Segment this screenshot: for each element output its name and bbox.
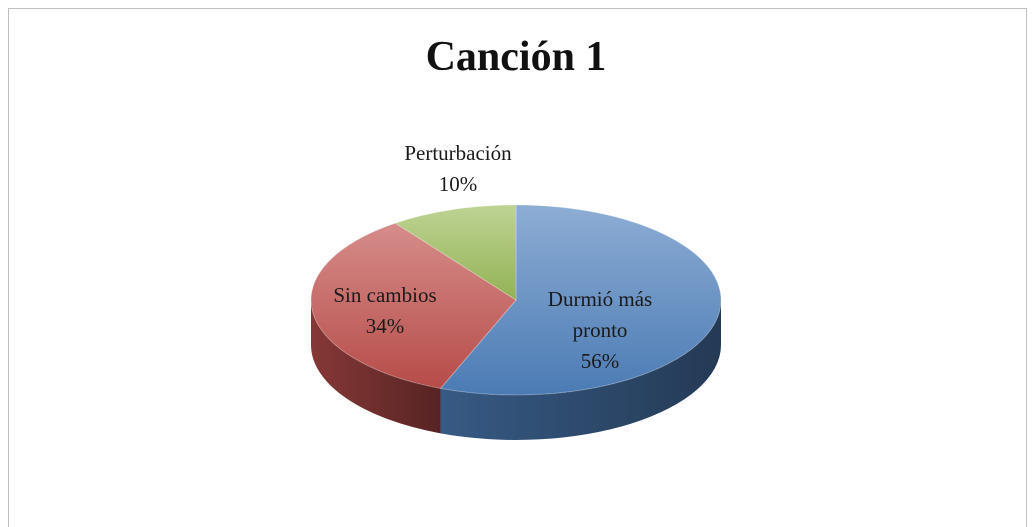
slice-name: Perturbación bbox=[404, 141, 512, 165]
slice bbox=[310, 222, 517, 389]
slice-value: 34% bbox=[365, 314, 405, 338]
chart-title: Canción 1 bbox=[426, 34, 607, 80]
slice-name: Sin cambios bbox=[333, 283, 437, 307]
slice-label: Durmió más pronto 56% bbox=[525, 284, 675, 377]
slice-side bbox=[311, 300, 441, 434]
slice-value: 56% bbox=[580, 349, 620, 373]
slice bbox=[439, 204, 722, 396]
slice-label: Perturbación 10% bbox=[378, 138, 538, 200]
slice-name: Durmió más pronto bbox=[547, 287, 653, 342]
slice-label: Sin cambios 34% bbox=[315, 280, 455, 342]
slice-side bbox=[440, 300, 721, 440]
slice bbox=[394, 204, 517, 301]
slice-value: 10% bbox=[438, 172, 478, 196]
